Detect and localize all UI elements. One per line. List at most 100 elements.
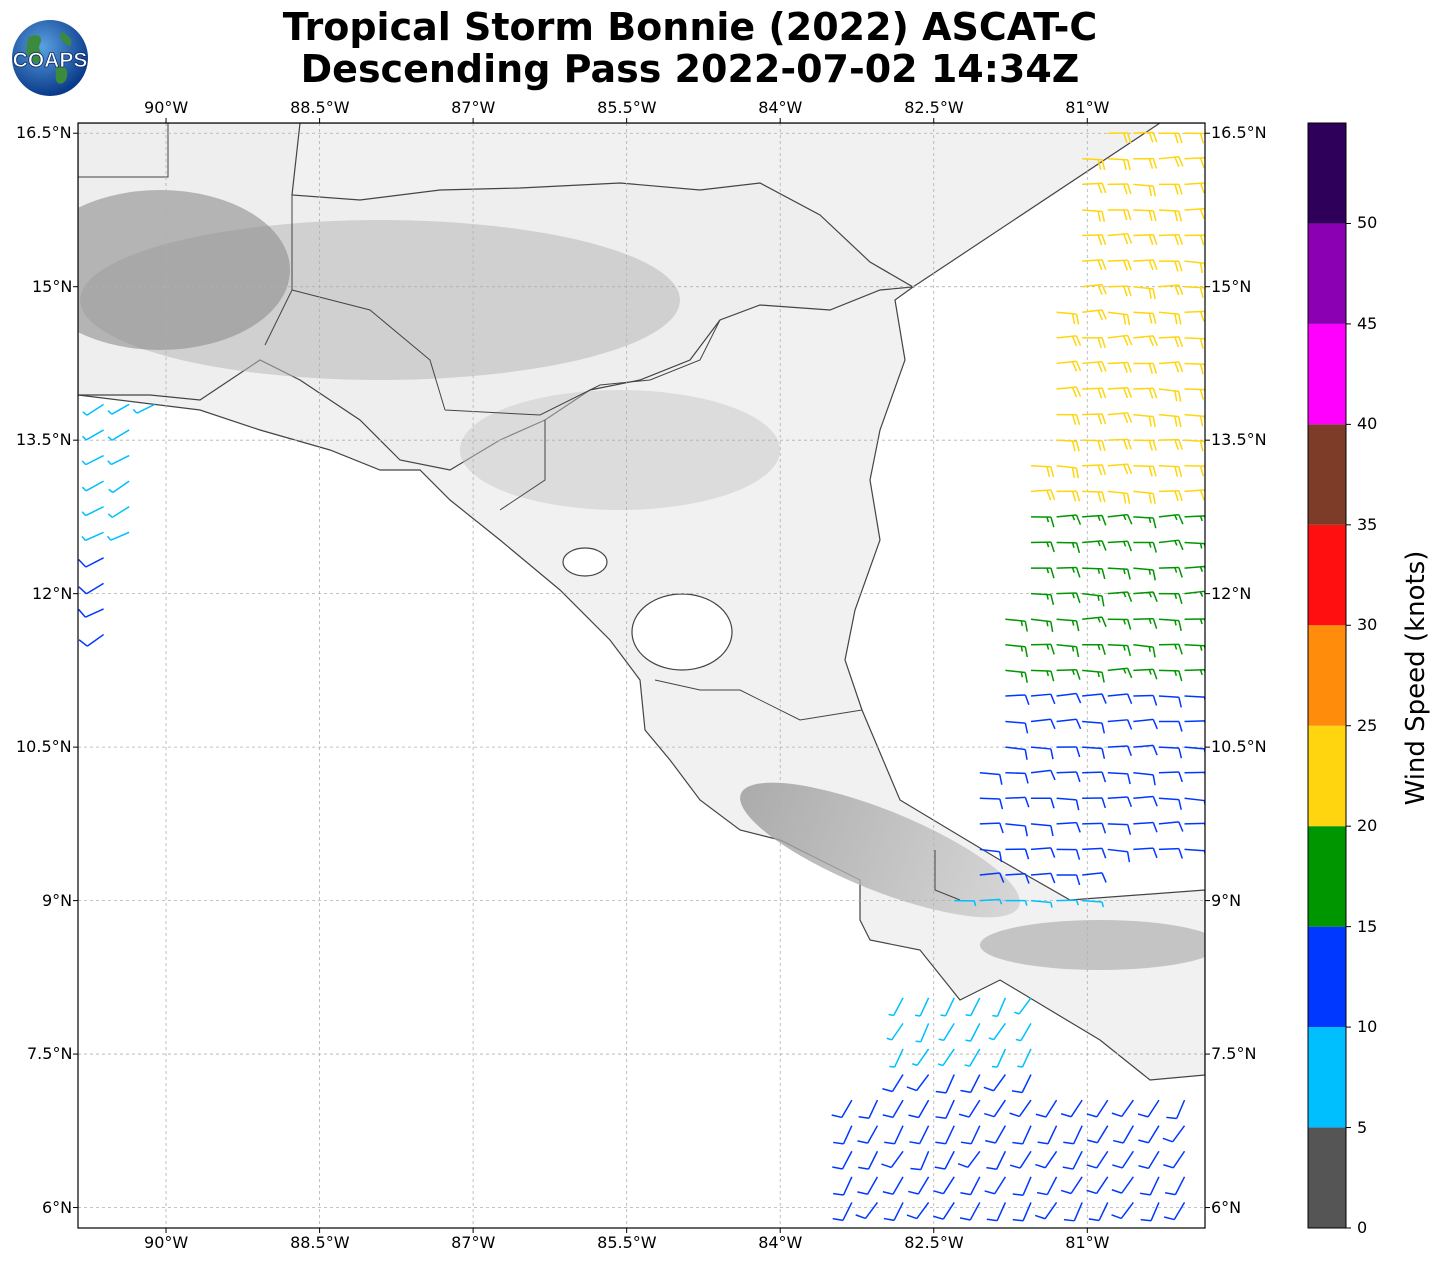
wind-barb [965,997,981,1017]
wind-barb [1012,1125,1032,1145]
lon-label-bottom: 85.5°W [597,1233,657,1252]
wind-barb [1133,131,1158,143]
wind-barb [1184,515,1205,522]
wind-barb [1056,514,1082,525]
wind-barb [1030,823,1054,837]
lon-label-bottom: 87°W [451,1233,496,1252]
wind-barb [78,506,79,508]
wind-barb [914,997,930,1017]
wind-barb [1082,669,1105,683]
wind-barb [108,480,130,494]
wind-barb [1030,797,1055,809]
wind-barb [1012,1176,1032,1196]
wind-barb [78,685,79,687]
wind-barb [1005,771,1029,784]
wind-barb [1004,1227,1006,1228]
wind-barb [1082,847,1107,859]
wind-barb [107,403,130,415]
lat-label-right: 10.5°N [1211,737,1267,757]
wind-barb [960,1074,981,1094]
wind-barb [1184,822,1205,828]
wind-barb [984,1099,1007,1118]
wind-barb [1107,361,1132,373]
wind-barb [1111,1099,1134,1118]
wind-barb [78,455,79,457]
wind-barb [1030,643,1055,655]
wind-barb [1056,335,1082,347]
wind-barb [1056,644,1080,658]
wind-barb [1082,514,1107,526]
wind-barb [1158,746,1183,759]
wind-barb [1030,567,1055,579]
wind-barb [78,557,79,559]
wind-barb [1184,771,1205,777]
lon-label-bottom: 90°W [144,1233,189,1252]
wind-barb [1030,718,1056,730]
wind-barb [1056,439,1080,452]
wind-barb [1107,412,1133,424]
colorbar-tick-label: 10 [1357,1017,1378,1037]
colorbar-bin [1308,1027,1346,1128]
wind-barb [1184,489,1205,501]
colorbar-ticks [1346,222,1351,1229]
wind-barb [1111,1176,1134,1194]
wind-barb [1133,439,1157,451]
wind-barb [1138,1125,1160,1144]
wind-barb [833,1125,853,1145]
wind-barb [1013,997,1032,1015]
lat-label-left: 15°N [32,276,73,296]
colorbar [1307,122,1347,1229]
wind-barb [884,1125,904,1145]
wind-barb [1056,668,1081,680]
wind-barb [81,480,104,492]
wind-barb [1184,182,1205,194]
wind-barb [1165,1176,1186,1196]
wind-barb [1082,361,1107,373]
wind-barb [1005,823,1028,837]
wind-barb [1158,413,1182,428]
wind-barb [1056,797,1080,811]
wind-barb [1056,386,1082,398]
lat-label-right: 16.5°N [1211,123,1267,143]
wind-barb [1158,438,1183,450]
wind-barb [1158,132,1183,144]
colorbar-tick-label: 0 [1357,1218,1368,1237]
wind-barb [1158,720,1183,732]
wind-barb [78,608,79,610]
wind-barb [1107,796,1133,808]
wind-barb [1163,1202,1186,1221]
wind-barb [1107,259,1132,271]
wind-barb [888,997,904,1017]
colorbar-tick-label: 35 [1357,514,1378,534]
wind-barb [1082,567,1106,580]
wind-barb [1056,746,1081,758]
wind-barb [832,1150,853,1170]
wind-barb [1133,718,1158,730]
lon-label-top: 88.5°W [290,98,350,117]
wind-barb [1015,1022,1032,1042]
colorbar-tick-label: 20 [1357,816,1378,836]
wind-barb [1158,618,1182,631]
wind-barb [1055,1227,1057,1228]
wind-barb [81,454,104,466]
wind-barb [1133,285,1156,300]
wind-barb [1082,337,1106,349]
wind-barb [1107,719,1133,730]
wind-barb [81,506,104,517]
wind-barb [1158,361,1184,373]
colorbar-tick-label: 50 [1357,213,1378,233]
wind-barb [1056,566,1081,578]
wind-barb [1005,899,1028,906]
lat-label-right: 12°N [1211,583,1252,603]
wind-barb [1056,490,1081,502]
wind-barb [858,1099,879,1119]
wind-barb [1111,1201,1134,1220]
lat-label-right: 9°N [1211,890,1242,910]
wind-barb [882,1074,904,1093]
map-title-line-2: Descending Pass 2022-07-02 14:34Z [300,47,1080,91]
wind-barb [1183,1227,1185,1228]
wind-barb [1133,209,1157,222]
wind-barb [107,429,130,441]
lon-label-top: 81°W [1065,98,1110,117]
colorbar-tick-label: 30 [1357,615,1378,635]
